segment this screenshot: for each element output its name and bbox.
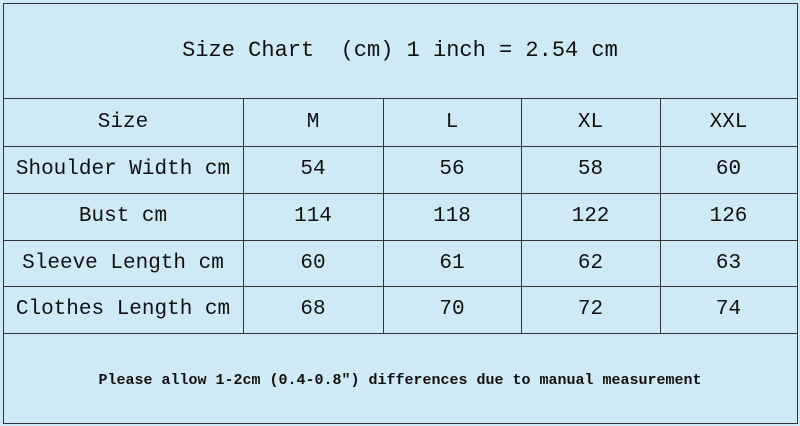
size-value: 118 xyxy=(433,205,471,228)
size-value: 72 xyxy=(577,298,604,321)
rule xyxy=(3,98,798,99)
rule xyxy=(3,146,798,147)
rule xyxy=(243,98,244,334)
rule xyxy=(3,286,798,287)
rule xyxy=(521,98,522,334)
column-header: L xyxy=(445,110,459,134)
size-value: 68 xyxy=(300,298,326,321)
size-value: 54 xyxy=(300,158,326,181)
size-value: 63 xyxy=(715,251,742,275)
size-value: 114 xyxy=(294,205,332,228)
rule xyxy=(3,240,798,241)
size-value: 74 xyxy=(715,298,742,321)
column-header: M xyxy=(306,110,320,134)
size-value: 62 xyxy=(577,251,604,275)
size-value: 60 xyxy=(300,251,326,275)
row-label: Clothes Length cm xyxy=(15,298,231,321)
row-label: Shoulder Width cm xyxy=(15,158,231,181)
size-value: 70 xyxy=(439,298,465,321)
size-value: 61 xyxy=(439,251,465,275)
size-value: 60 xyxy=(715,158,742,181)
column-header: XXL xyxy=(709,110,748,134)
rule xyxy=(383,98,384,334)
rule xyxy=(3,193,798,194)
column-header: Size xyxy=(97,110,149,134)
rule xyxy=(3,3,4,424)
rule xyxy=(3,423,798,424)
size-value: 58 xyxy=(577,158,604,181)
title: Size Chart (cm) 1 inch = 2.54 cm xyxy=(182,38,618,63)
footer-note: Please allow 1-2cm (0.4-0.8″) difference… xyxy=(98,371,702,389)
row-label: Bust cm xyxy=(78,205,168,228)
size-value: 122 xyxy=(571,205,610,228)
rule xyxy=(660,98,661,334)
size-value: 126 xyxy=(709,205,748,228)
rule xyxy=(3,333,798,334)
rule xyxy=(3,3,798,4)
row-label: Sleeve Length cm xyxy=(22,251,224,275)
size-value: 56 xyxy=(439,158,465,181)
rule xyxy=(797,3,798,424)
column-header: XL xyxy=(577,110,604,134)
